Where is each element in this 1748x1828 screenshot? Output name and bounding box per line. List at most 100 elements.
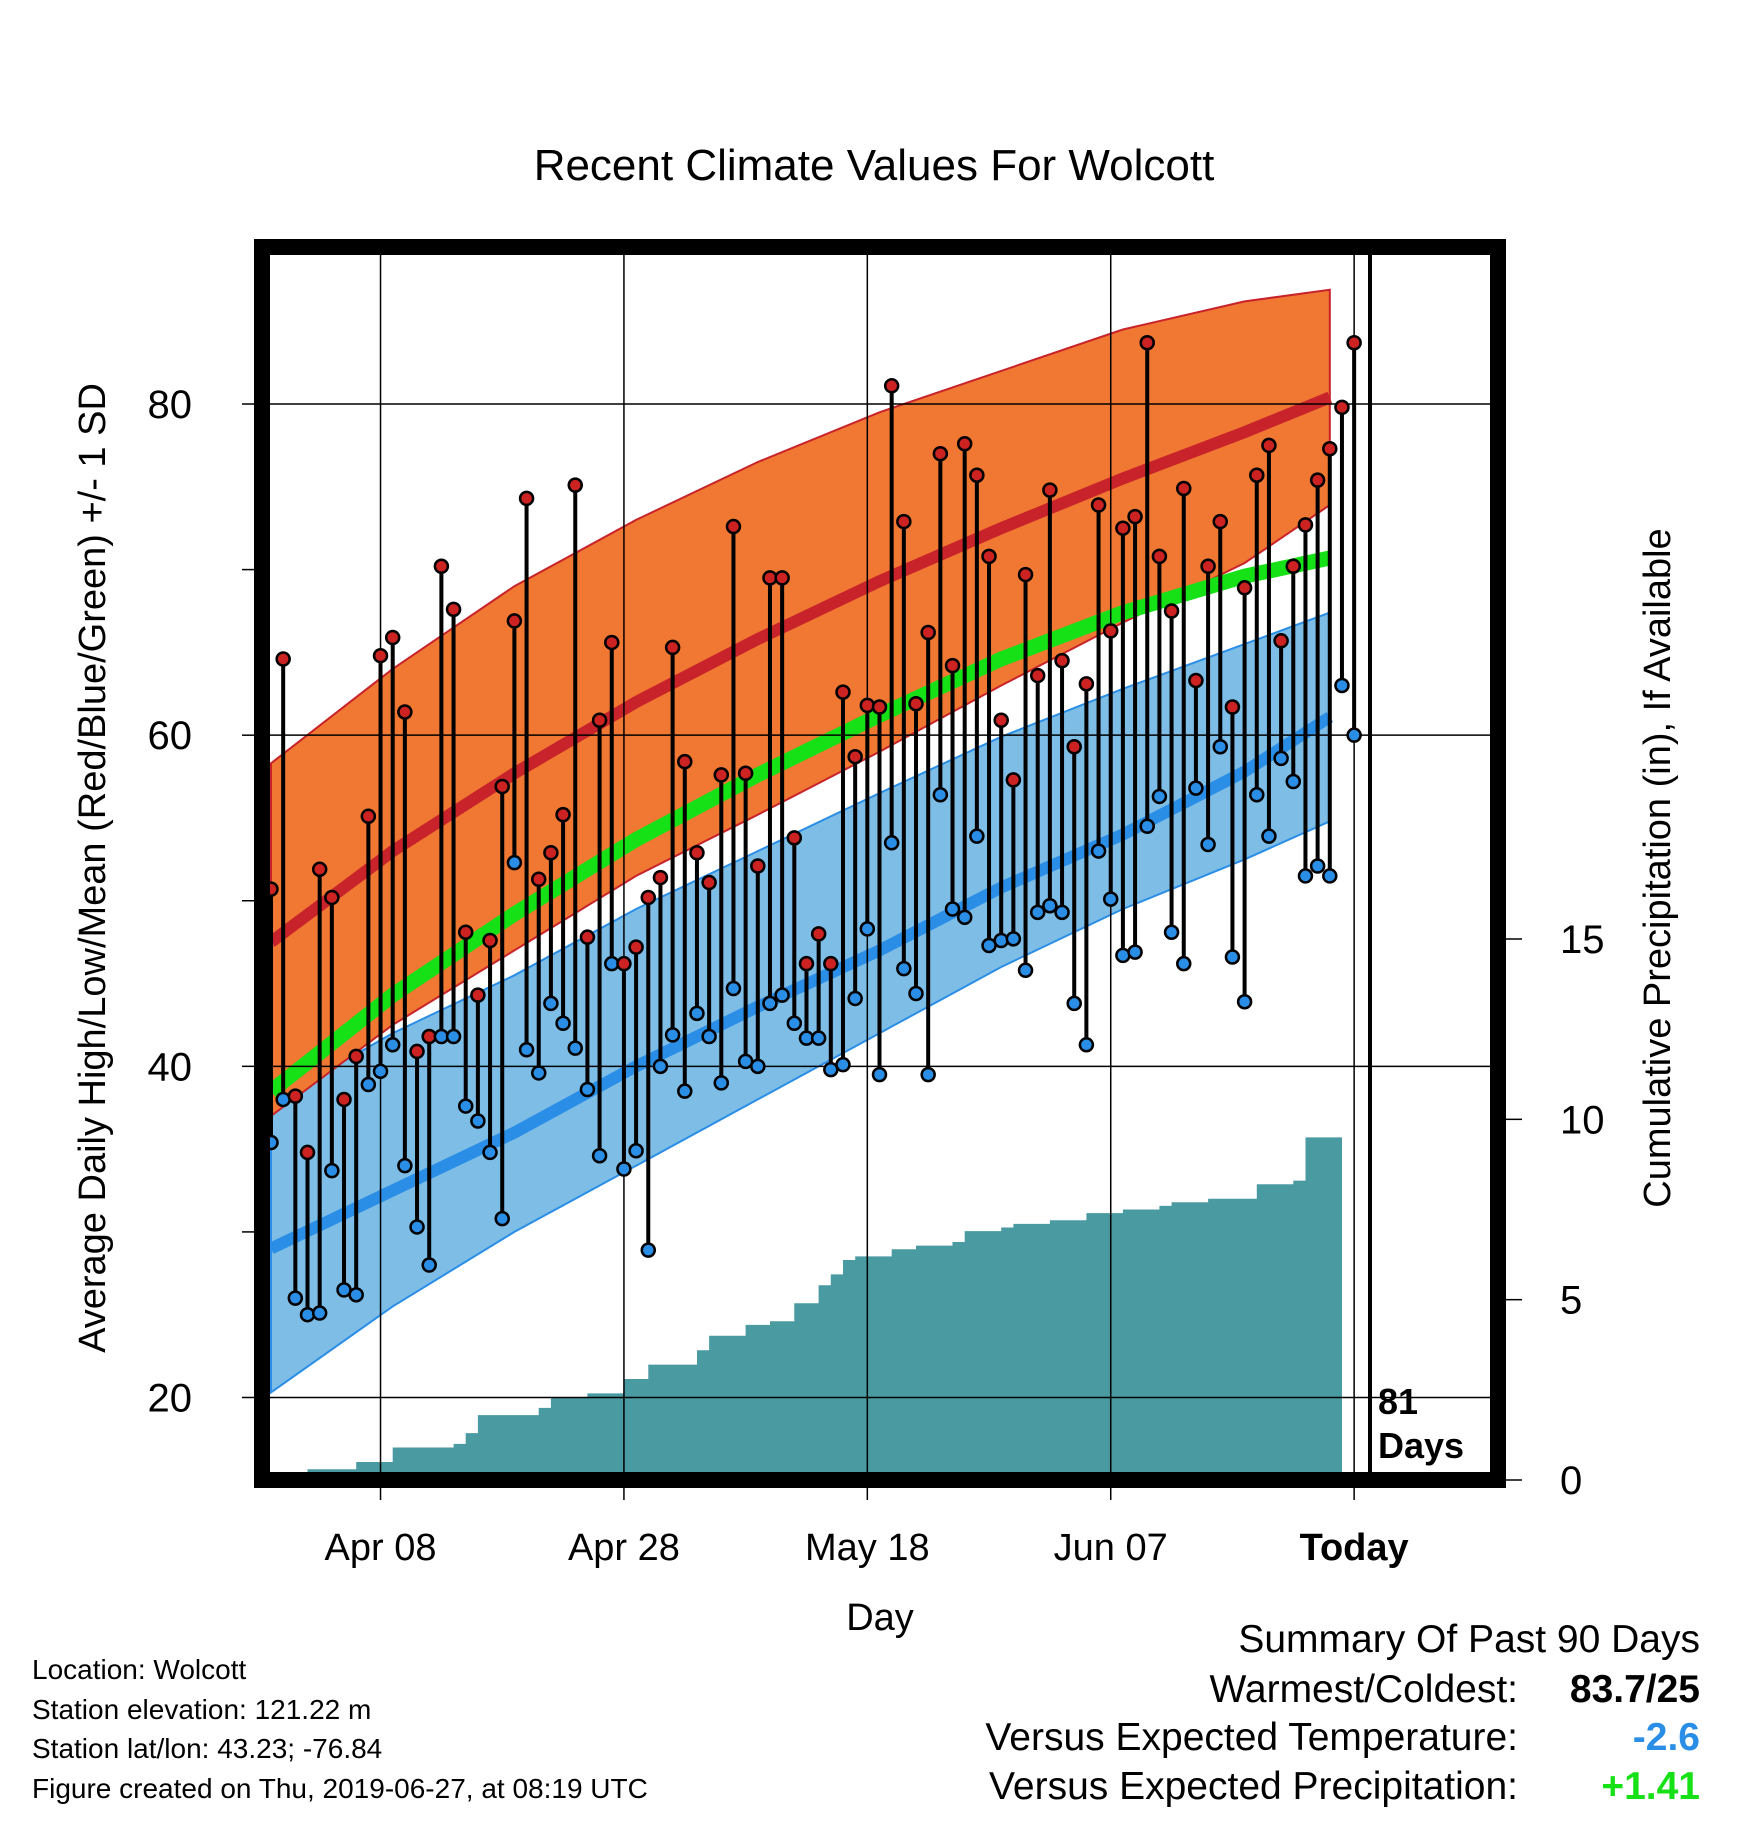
daily-low-point xyxy=(1078,1037,1095,1053)
daily-high-point xyxy=(397,704,413,720)
daily-low-point xyxy=(993,932,1009,949)
daily-low-point xyxy=(421,1257,437,1273)
daily-high-point xyxy=(871,699,888,715)
daily-high-point xyxy=(1029,667,1046,684)
daily-high-point xyxy=(969,467,985,483)
y-tick-label: 20 xyxy=(148,1376,193,1420)
y-tick-label: 60 xyxy=(148,714,193,758)
daily-low-point xyxy=(384,1037,401,1053)
plot-frame xyxy=(254,239,1506,1488)
daily-high-point xyxy=(956,436,973,452)
daily-low-point xyxy=(1249,787,1265,803)
daily-high-point xyxy=(311,861,328,878)
daily-low-point xyxy=(1261,828,1277,844)
daily-high-point xyxy=(360,808,377,825)
daily-low-point xyxy=(908,985,924,1002)
daily-low-point xyxy=(287,1290,304,1306)
daily-high-point xyxy=(835,684,851,700)
daily-high-point xyxy=(287,1088,304,1104)
daily-low-point xyxy=(871,1066,888,1083)
daily-high-point xyxy=(689,844,705,861)
daily-low-point xyxy=(1054,904,1070,921)
daily-high-point xyxy=(750,858,766,874)
daily-low-point xyxy=(932,787,949,803)
daily-high-point xyxy=(275,651,291,667)
daily-high-point xyxy=(1212,513,1229,530)
daily-low-point xyxy=(1224,949,1241,965)
daily-low-point xyxy=(847,990,863,1007)
daily-high-point xyxy=(567,477,583,493)
daily-high-point xyxy=(555,806,571,823)
summary-label: Versus Expected Temperature: xyxy=(985,1716,1518,1759)
daily-low-point xyxy=(1322,868,1338,884)
footer-location: Location: Wolcott xyxy=(32,1654,247,1685)
daily-low-point xyxy=(969,828,985,844)
footer-latlon: Station lat/lon: 43.23; -76.84 xyxy=(32,1733,383,1764)
y-tick-label: 80 xyxy=(148,383,193,427)
daily-high-point xyxy=(786,830,803,846)
daily-low-point xyxy=(750,1058,766,1075)
daily-high-point xyxy=(896,513,912,530)
daily-low-point xyxy=(883,835,900,851)
daily-high-point xyxy=(1334,399,1350,416)
daily-high-point xyxy=(1346,335,1362,351)
daily-high-point xyxy=(774,570,790,586)
daily-low-point xyxy=(859,921,876,937)
daily-high-point xyxy=(823,955,839,972)
axes: 20 40 60 80 0 5 10 15 Apr 08 Apr 28 May 18 Jun 07 To… xyxy=(148,383,1605,1569)
daily-low-point xyxy=(774,987,790,1003)
daily-high-point xyxy=(883,378,900,394)
daily-high-point xyxy=(482,932,498,949)
daily-range-bars xyxy=(269,342,1357,1315)
daily-low-point xyxy=(470,1113,486,1129)
footer-elevation: Station elevation: 121.22 m xyxy=(32,1694,372,1725)
daily-low-point xyxy=(1090,843,1107,859)
daily-high-point xyxy=(1054,652,1070,669)
daily-low-point xyxy=(445,1028,462,1045)
daily-low-point xyxy=(956,909,973,926)
daily-low-point xyxy=(494,1210,510,1227)
daily-high-point xyxy=(506,613,523,629)
daily-high-point xyxy=(457,924,474,940)
daily-low-point xyxy=(1042,897,1058,914)
y-tick-label: 40 xyxy=(148,1045,193,1089)
daily-low-point xyxy=(713,1075,730,1091)
daily-high-point xyxy=(1188,672,1204,689)
daily-high-point xyxy=(944,657,961,674)
daily-high-point xyxy=(1273,633,1289,649)
daily-high-point xyxy=(409,1043,425,1060)
y2-tick-label: 10 xyxy=(1560,1098,1605,1142)
daily-low-point xyxy=(1212,739,1229,755)
summary-label: Warmest/Coldest: xyxy=(1209,1668,1518,1711)
daily-low-point xyxy=(348,1287,364,1303)
daily-low-point xyxy=(896,960,912,977)
daily-low-point xyxy=(725,980,742,997)
daily-high-point xyxy=(932,445,949,462)
daily-low-point xyxy=(518,1042,535,1058)
days-label-unit: Days xyxy=(1378,1425,1464,1466)
x-axis-title: Day xyxy=(846,1597,914,1639)
y2-tick-label: 15 xyxy=(1560,918,1605,962)
chart-title: Recent Climate Values For Wolcott xyxy=(534,141,1215,190)
daily-low-point xyxy=(1334,677,1350,694)
daily-low-point xyxy=(835,1056,851,1073)
daily-high-point xyxy=(1322,440,1338,457)
daily-high-point xyxy=(725,518,742,535)
daily-high-point xyxy=(1151,548,1168,565)
daily-high-point xyxy=(543,844,559,861)
daily-high-point xyxy=(1005,772,1022,788)
y2-tick-label: 5 xyxy=(1560,1279,1582,1323)
daily-high-point xyxy=(616,955,632,972)
daily-high-point xyxy=(494,778,510,795)
daily-low-point xyxy=(701,1028,717,1045)
daily-high-point xyxy=(518,490,535,507)
daily-low-point xyxy=(920,1066,936,1083)
daily-low-point xyxy=(397,1157,413,1174)
daily-low-point xyxy=(1066,995,1082,1012)
daily-high-point xyxy=(1139,335,1155,351)
daily-high-point xyxy=(798,955,815,972)
daily-low-point xyxy=(482,1144,498,1161)
daily-low-point xyxy=(689,1005,705,1022)
daily-low-point xyxy=(567,1040,583,1056)
